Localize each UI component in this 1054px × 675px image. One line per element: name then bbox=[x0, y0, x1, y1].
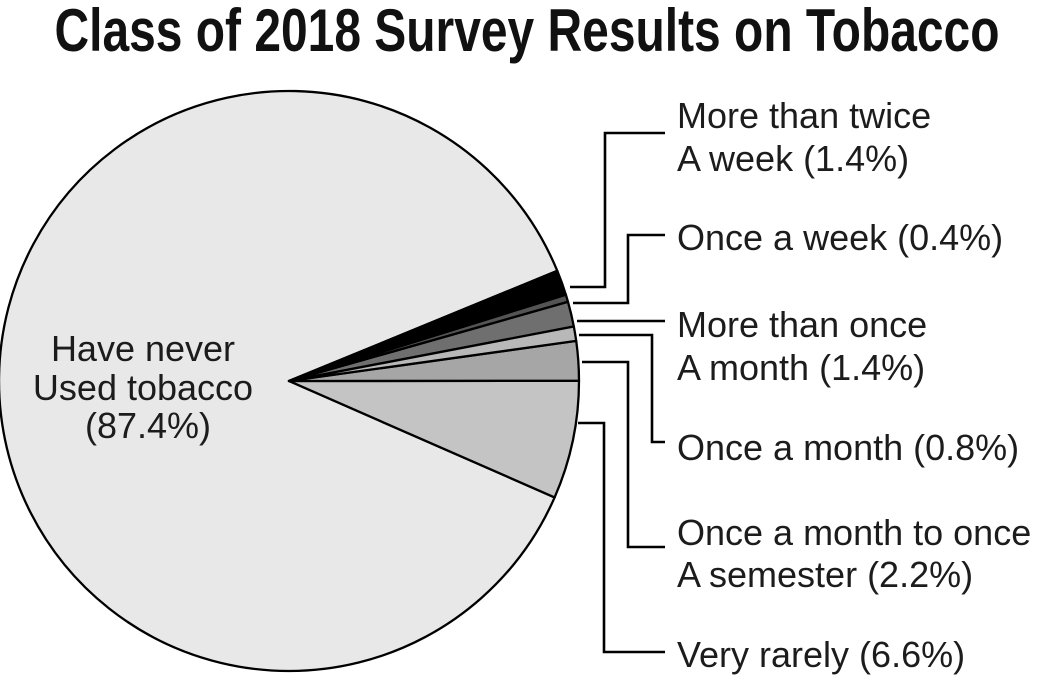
callout-line: A week (1.4%) bbox=[677, 138, 909, 179]
chart-title: Class of 2018 Survey Results on Tobacco bbox=[55, 0, 1000, 64]
have-never-slice-label: Have never Used tobacco (87.4%) bbox=[33, 328, 263, 446]
callout-once-a-month-to-once-a-semester: Once a month to once A semester (2.2%) bbox=[677, 512, 1041, 595]
callout-once-a-week: Once a week (0.4%) bbox=[677, 217, 1003, 258]
pie bbox=[0, 89, 581, 673]
callout-more-than-once-a-month: More than once A month (1.4%) bbox=[677, 304, 937, 388]
pie-slice-once-a-week bbox=[287, 293, 570, 383]
callout-line: Once a month (0.8%) bbox=[677, 427, 1019, 468]
pie-slice-once-a-month bbox=[287, 325, 578, 383]
callout-line: A semester (2.2%) bbox=[677, 554, 973, 595]
center-label-line: Have never bbox=[51, 328, 235, 369]
pie-slice-have-never-used-tobacco bbox=[0, 89, 559, 673]
pie-slice-very-rarely bbox=[287, 379, 581, 499]
callout-line: Very rarely (6.6%) bbox=[677, 634, 965, 675]
callout-more-than-twice-a-week: More than twice A week (1.4%) bbox=[677, 95, 941, 179]
callout-line: More than once bbox=[677, 304, 927, 345]
leader-once-a-week bbox=[573, 233, 665, 305]
callout-line: Once a week (0.4%) bbox=[677, 217, 1003, 258]
callout-line: More than twice bbox=[677, 95, 931, 136]
center-label-line: Used tobacco bbox=[33, 367, 253, 408]
leader-once-a-month-to-once-a-semester bbox=[582, 360, 665, 549]
leader-very-rarely bbox=[578, 421, 665, 654]
leader-once-a-month bbox=[579, 333, 665, 444]
callout-line: A month (1.4%) bbox=[677, 347, 925, 388]
leader-more-than-twice-a-week bbox=[570, 131, 665, 289]
callout-once-a-month: Once a month (0.8%) bbox=[677, 427, 1019, 468]
center-label-line: (87.4%) bbox=[85, 405, 211, 446]
callout-very-rarely: Very rarely (6.6%) bbox=[677, 634, 965, 675]
callout-line: Once a month to once bbox=[677, 512, 1031, 553]
